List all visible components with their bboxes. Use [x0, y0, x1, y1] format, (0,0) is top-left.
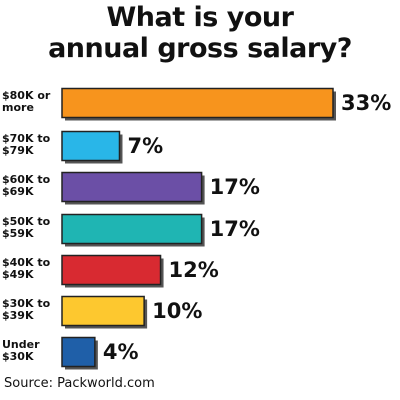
value-label: 10%: [152, 299, 203, 323]
y-tick-label: $30K to $39K: [2, 297, 51, 322]
bar: [61, 171, 203, 203]
bar: [61, 295, 145, 327]
y-tick-label: $80K or more: [2, 89, 51, 114]
y-tick-label: $50K to $59K: [2, 215, 51, 240]
bar: [61, 87, 334, 119]
y-tick-label: $40K to $49K: [2, 256, 51, 281]
chart-title: What is your annual gross salary?: [48, 2, 352, 64]
source-note: Source: Packworld.com: [4, 376, 155, 391]
value-label: 7%: [127, 134, 164, 158]
value-label: 17%: [209, 217, 260, 241]
y-tick-label: Under $30K: [2, 338, 40, 363]
bar: [61, 213, 203, 245]
value-label: 12%: [168, 258, 219, 282]
y-tick-label: $60K to $69K: [2, 173, 51, 198]
bar: [61, 336, 96, 368]
bar: [61, 254, 162, 286]
value-label: 4%: [102, 340, 139, 364]
bar: [61, 130, 121, 162]
y-tick-label: $70K to $79K: [2, 132, 51, 157]
value-label: 17%: [209, 175, 260, 199]
value-label: 33%: [341, 91, 392, 115]
